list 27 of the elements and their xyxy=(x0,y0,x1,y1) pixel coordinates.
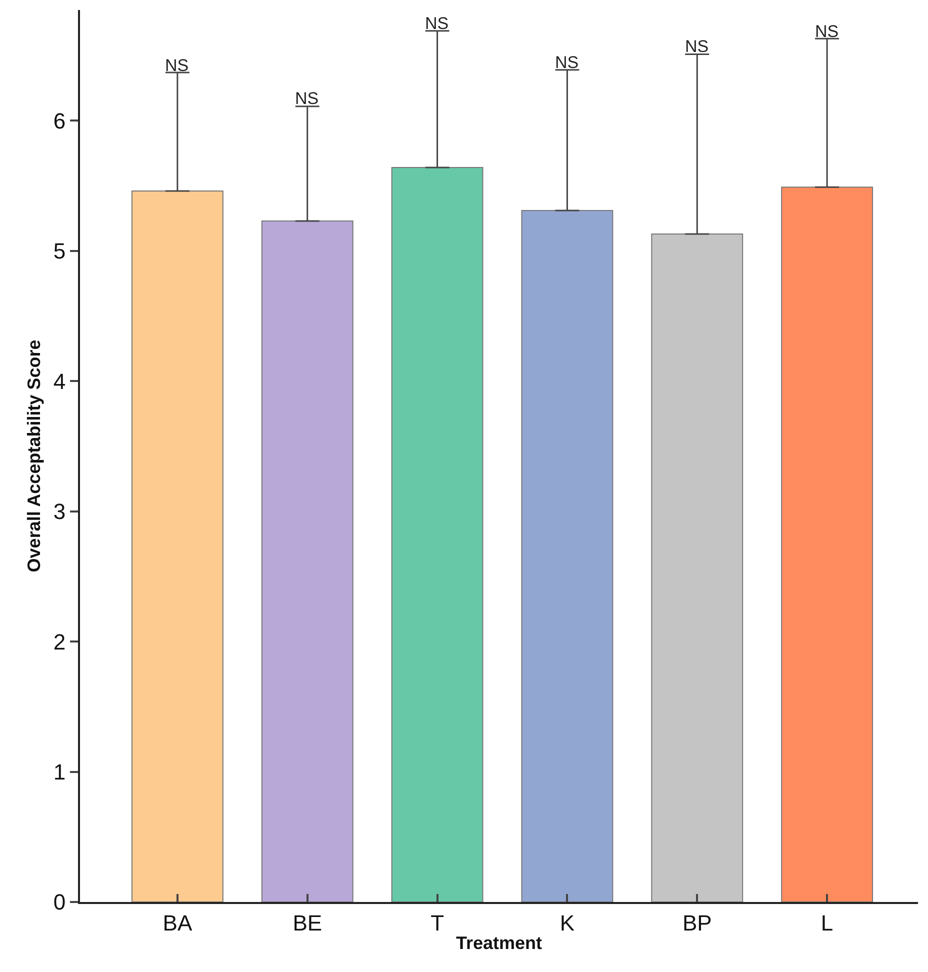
y-axis-title: Overall Acceptability Score xyxy=(24,340,44,572)
bar xyxy=(651,233,744,902)
bar xyxy=(131,190,224,902)
annotation: NS xyxy=(165,56,189,75)
annotation: NS xyxy=(555,53,579,72)
y-tick-label: 6 xyxy=(53,108,66,134)
bar xyxy=(781,186,874,902)
annotation: NS xyxy=(295,89,319,108)
x-tick-label: T xyxy=(430,910,444,936)
y-tick-label: 2 xyxy=(53,629,66,654)
y-tick-label: 5 xyxy=(53,238,66,264)
y-tick-label: 4 xyxy=(53,368,66,394)
x-tick-label: K xyxy=(560,910,575,936)
bar xyxy=(261,220,354,902)
x-axis-title: Treatment xyxy=(456,933,542,953)
y-tick-label: 3 xyxy=(53,499,66,524)
annotation: NS xyxy=(815,22,839,41)
x-tick-label: BP xyxy=(682,910,712,936)
annotation: NS xyxy=(685,37,709,56)
bar xyxy=(391,167,484,902)
x-tick-label: L xyxy=(820,910,834,936)
y-tick-label: 0 xyxy=(53,890,66,915)
x-tick-label: BE xyxy=(292,910,322,936)
annotation: NS xyxy=(425,14,449,33)
y-tick-label: 1 xyxy=(53,759,66,784)
x-tick-label: BA xyxy=(162,910,192,936)
bar xyxy=(521,210,614,902)
